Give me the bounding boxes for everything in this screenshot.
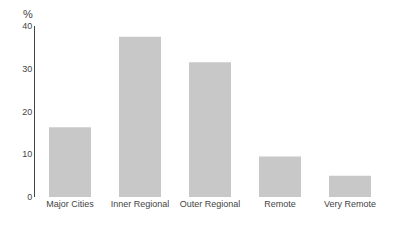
svg-text:20: 20 [22, 107, 32, 117]
svg-text:Outer Regional: Outer Regional [180, 199, 241, 209]
svg-text:Major Cities: Major Cities [46, 199, 94, 209]
svg-text:Remote: Remote [264, 199, 296, 209]
svg-text:10: 10 [22, 149, 32, 159]
svg-text:%: % [23, 8, 33, 20]
svg-text:40: 40 [22, 21, 32, 31]
svg-text:30: 30 [22, 64, 32, 74]
svg-text:Inner Regional: Inner Regional [111, 199, 170, 209]
svg-text:Very Remote: Very Remote [324, 199, 376, 209]
svg-text:0: 0 [27, 192, 32, 202]
